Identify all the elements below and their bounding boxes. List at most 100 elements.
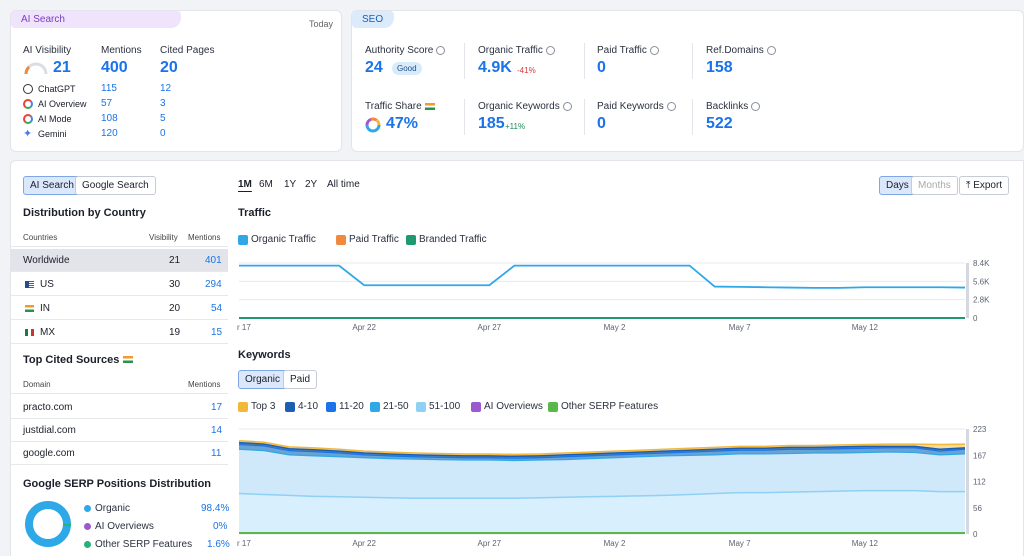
left-column: AI Search Google Search Distribution by … bbox=[11, 161, 230, 556]
legend-checkbox[interactable] bbox=[370, 402, 380, 412]
mentions-value[interactable]: 54 bbox=[211, 303, 223, 314]
organic-traffic-value[interactable]: 4.9K bbox=[478, 59, 512, 76]
mentions-value[interactable]: 401 bbox=[205, 255, 222, 266]
traffic-share-label: Traffic Share bbox=[365, 101, 435, 112]
organic-traffic-delta: -41% bbox=[517, 66, 536, 75]
ai-visibility-value: 21 bbox=[53, 59, 71, 76]
distribution-title: Distribution by Country bbox=[23, 207, 146, 219]
ai-search-tab[interactable]: AI Search bbox=[11, 11, 181, 28]
legend-checkbox[interactable] bbox=[416, 402, 426, 412]
authority-score-value[interactable]: 24 bbox=[365, 59, 383, 76]
table-row[interactable]: Worldwide 21 401 bbox=[11, 249, 228, 272]
x-tick-label: May 7 bbox=[729, 323, 751, 332]
engine-cited[interactable]: 12 bbox=[160, 83, 172, 94]
x-tick-label: May 12 bbox=[852, 539, 879, 548]
legend-label: 51-100 bbox=[429, 401, 461, 412]
cited-pages-value[interactable]: 20 bbox=[160, 59, 178, 76]
table-row[interactable]: US 30 294 bbox=[11, 273, 228, 296]
legend-checkbox[interactable] bbox=[238, 235, 248, 245]
table-row[interactable]: google.com 11 bbox=[11, 442, 228, 465]
legend-checkbox[interactable] bbox=[238, 402, 248, 412]
series-line bbox=[238, 443, 966, 459]
x-tick-label: Apr 22 bbox=[352, 323, 376, 332]
legend-dot bbox=[84, 505, 91, 512]
organic-keywords-label: Organic Keywords bbox=[478, 101, 572, 112]
sources-header: Domain Mentions bbox=[11, 376, 228, 394]
legend-checkbox[interactable] bbox=[285, 402, 295, 412]
traffic-share-value[interactable]: 47% bbox=[386, 115, 419, 132]
keywords-paid-toggle[interactable]: Paid bbox=[283, 370, 318, 389]
legend-checkbox[interactable] bbox=[548, 402, 558, 412]
range-1m[interactable]: 1M bbox=[238, 179, 252, 190]
backlinks-value[interactable]: 522 bbox=[706, 115, 733, 132]
chart-edge bbox=[966, 429, 969, 534]
legend-label: Other SERP Features bbox=[95, 539, 193, 550]
engine-cited[interactable]: 0 bbox=[160, 128, 166, 139]
mentions-value[interactable]: 14 bbox=[211, 425, 223, 436]
domain-name[interactable]: google.com bbox=[23, 448, 75, 459]
country-name: IN bbox=[40, 303, 50, 314]
table-row[interactable]: MX 19 15 bbox=[11, 321, 228, 344]
paid-traffic-value[interactable]: 0 bbox=[597, 59, 606, 76]
domain-name[interactable]: justdial.com bbox=[23, 425, 76, 436]
mentions-value[interactable]: 11 bbox=[211, 448, 222, 459]
y-tick-label: 167 bbox=[973, 451, 987, 460]
legend-checkbox[interactable] bbox=[326, 402, 336, 412]
legend-label: Organic bbox=[95, 503, 131, 514]
range-2y[interactable]: 2Y bbox=[305, 179, 318, 190]
legend-checkbox[interactable] bbox=[471, 402, 481, 412]
legend-checkbox[interactable] bbox=[406, 235, 416, 245]
divider bbox=[464, 99, 465, 135]
table-row[interactable]: justdial.com 14 bbox=[11, 419, 228, 442]
engine-mentions[interactable]: 57 bbox=[101, 98, 113, 109]
ai-search-card: AI Search Today AI Visibility 21 Mention… bbox=[10, 10, 342, 152]
x-tick-label: Apr 17 bbox=[237, 539, 251, 548]
keywords-organic-toggle[interactable]: Organic bbox=[238, 370, 288, 389]
dist-header: Countries Visibility Mentions bbox=[11, 229, 228, 247]
legend-label: Branded Traffic bbox=[419, 234, 487, 245]
range-all-time[interactable]: All time bbox=[327, 179, 360, 190]
legend-dot bbox=[84, 541, 91, 548]
mentions-value[interactable]: 15 bbox=[211, 327, 223, 338]
domain-name[interactable]: practo.com bbox=[23, 402, 73, 413]
range-1y[interactable]: 1Y bbox=[284, 179, 297, 190]
months-button[interactable]: Months bbox=[911, 176, 958, 195]
serp-distribution-title: Google SERP Positions Distribution bbox=[23, 478, 212, 490]
export-button[interactable]: ⤒ Export bbox=[959, 176, 1010, 195]
mentions-value[interactable]: 17 bbox=[211, 402, 223, 413]
col-domain: Domain bbox=[23, 380, 51, 389]
legend-value: 1.6% bbox=[207, 539, 230, 550]
engine-mentions[interactable]: 108 bbox=[101, 113, 118, 124]
divider bbox=[584, 99, 585, 135]
engine-mentions[interactable]: 115 bbox=[101, 83, 117, 94]
range-6m[interactable]: 6M bbox=[259, 179, 273, 190]
seo-tab[interactable]: SEO bbox=[352, 11, 394, 28]
chart-edge bbox=[966, 263, 969, 318]
y-tick-label: 5.6K bbox=[973, 277, 990, 286]
engine-mentions[interactable]: 120 bbox=[101, 128, 118, 139]
paid-keywords-value[interactable]: 0 bbox=[597, 115, 606, 132]
x-tick-label: May 7 bbox=[729, 539, 751, 548]
table-row[interactable]: IN 20 54 bbox=[11, 297, 228, 320]
cited-pages-label: Cited Pages bbox=[160, 45, 215, 56]
series-line bbox=[238, 441, 966, 458]
ref-domains-value[interactable]: 158 bbox=[706, 59, 733, 76]
visibility-value: 30 bbox=[169, 279, 181, 290]
legend-label: Top 3 bbox=[251, 401, 276, 412]
ai-search-toggle[interactable]: AI Search bbox=[23, 176, 81, 195]
table-row[interactable]: practo.com 17 bbox=[11, 396, 228, 419]
engine-cited[interactable]: 3 bbox=[160, 98, 166, 109]
organic-keywords-value[interactable]: 185 bbox=[478, 115, 505, 132]
legend-value: 0% bbox=[213, 521, 228, 532]
mentions-value[interactable]: 400 bbox=[101, 59, 128, 76]
country-name: Worldwide bbox=[23, 255, 70, 266]
paid-keywords-label: Paid Keywords bbox=[597, 101, 676, 112]
mentions-value[interactable]: 294 bbox=[205, 279, 222, 290]
y-tick-label: 0 bbox=[973, 530, 978, 539]
engine-cited[interactable]: 5 bbox=[160, 113, 166, 124]
period-label: Today bbox=[309, 19, 334, 29]
legend-checkbox[interactable] bbox=[336, 235, 346, 245]
google-search-toggle[interactable]: Google Search bbox=[75, 176, 156, 195]
x-tick-label: Apr 17 bbox=[237, 323, 251, 332]
main-panel: AI Search Google Search Distribution by … bbox=[10, 160, 1024, 556]
